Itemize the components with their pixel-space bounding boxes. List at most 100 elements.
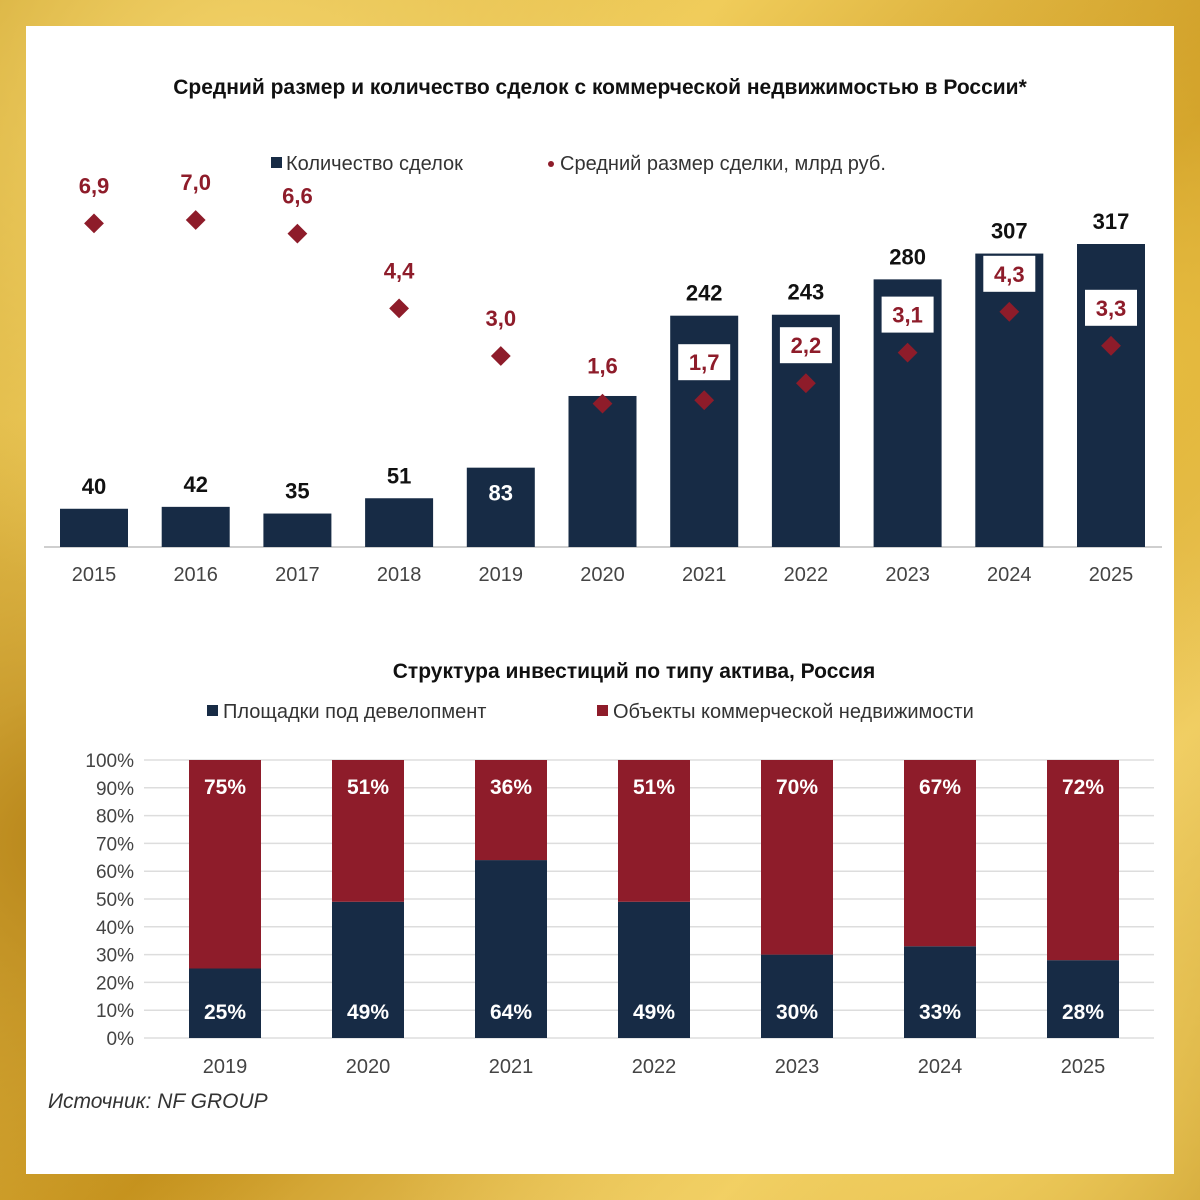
chart1-marker	[1101, 335, 1121, 356]
chart1-marker-label-bg	[678, 344, 731, 381]
chart1-marker-label: 6,9	[79, 173, 110, 198]
chart1-x-tick: 2016	[173, 564, 218, 586]
chart1-x-tick: 2025	[1089, 564, 1134, 586]
chart2-x-tick: 2019	[203, 1056, 248, 1078]
chart1-bar	[975, 253, 1044, 548]
chart2-label-dev: 28%	[1062, 1001, 1104, 1024]
chart1-bar-label: 280	[889, 244, 926, 269]
chart1-bar	[60, 508, 128, 547]
chart2-bar-obj	[475, 760, 547, 861]
chart2-y-tick: 10%	[96, 1001, 134, 1022]
chart1-bar-label: 40	[82, 474, 106, 499]
chart1-marker-label: 7,0	[180, 170, 211, 195]
chart1-x-tick: 2015	[72, 564, 117, 586]
chart1-marker-label: 2,2	[791, 333, 822, 358]
chart2-title: Структура инвестиций по типу актива, Рос…	[393, 660, 875, 683]
chart1-bar	[466, 467, 535, 547]
chart2-label-obj: 51%	[633, 776, 675, 799]
chart2-label-dev: 25%	[204, 1001, 246, 1024]
chart2-label-obj: 51%	[347, 776, 389, 799]
chart1-marker	[796, 373, 816, 394]
chart1-marker	[592, 393, 613, 414]
chart1-bar-label: 242	[686, 281, 723, 306]
chart1-marker	[897, 342, 918, 363]
infographic-card: Средний размер и количество сделок с ком…	[26, 26, 1174, 1174]
chart1-bar	[365, 498, 434, 547]
chart2-x-tick: 2025	[1061, 1056, 1106, 1078]
chart1-x-tick: 2018	[377, 564, 422, 586]
chart1-marker-label: 1,7	[689, 350, 720, 375]
chart1-marker	[287, 223, 308, 244]
source-note: Источник: NF GROUP	[48, 1090, 268, 1113]
chart1-x-tick: 2024	[987, 564, 1032, 586]
chart1-marker-label: 3,3	[1096, 296, 1127, 321]
chart2-label-dev: 64%	[490, 1001, 532, 1024]
chart1-bar	[568, 395, 637, 547]
chart2-y-tick: 40%	[96, 918, 134, 939]
chart2-legend-obj: Объекты коммерческой недвижимости	[613, 701, 974, 723]
chart1-bar-label: 243	[788, 280, 825, 305]
chart2-bar-dev	[618, 901, 690, 1038]
chart2-bar-obj	[332, 760, 404, 902]
chart1-marker	[999, 301, 1020, 322]
chart1-bar-label: 307	[991, 219, 1028, 244]
chart1-x-tick: 2020	[580, 564, 625, 586]
chart2-y-tick: 20%	[96, 973, 134, 994]
chart2-label-obj: 70%	[776, 776, 818, 799]
chart2-x-tick: 2022	[632, 1056, 677, 1078]
chart1-x-tick: 2017	[275, 564, 320, 586]
chart1-marker	[490, 346, 511, 366]
chart2-y-tick: 100%	[85, 751, 134, 772]
chart1-x-tick: 2022	[784, 564, 829, 586]
chart2-bar-dev	[189, 968, 261, 1038]
chart1-bar-label: 35	[285, 479, 309, 504]
chart2-y-tick: 50%	[96, 890, 134, 911]
chart2-bar-obj	[1047, 760, 1119, 961]
chart2-label-dev: 33%	[919, 1001, 961, 1024]
chart2-legend-swatch-dev	[207, 705, 218, 716]
chart2-bar-dev	[1047, 960, 1119, 1038]
chart1-title: Средний размер и количество сделок с ком…	[173, 76, 1027, 99]
chart1-legend-swatch-bars	[271, 157, 282, 168]
chart1-marker-label: 4,4	[384, 258, 415, 283]
chart2-label-dev: 49%	[633, 1001, 675, 1024]
chart2-x-tick: 2020	[346, 1056, 391, 1078]
chart2-bar-dev	[475, 860, 547, 1038]
chart2-legend-swatch-obj	[597, 705, 608, 716]
chart1-bar-label: 42	[183, 472, 207, 497]
chart2-y-tick: 70%	[96, 834, 134, 855]
chart1-bar-label: 51	[387, 463, 411, 488]
chart1-x-tick: 2019	[479, 564, 524, 586]
chart1-legend-swatch-markers	[548, 161, 554, 167]
chart2-label-dev: 49%	[347, 1001, 389, 1024]
chart1-marker-label: 3,0	[486, 306, 517, 331]
chart1-marker-label: 6,6	[282, 184, 313, 209]
charts-canvas: Средний размер и количество сделок с ком…	[44, 76, 1162, 1078]
chart1-bar	[161, 506, 230, 547]
chart2-bar-dev	[761, 954, 833, 1038]
chart1-marker-label: 3,1	[892, 303, 923, 328]
chart2-label-obj: 36%	[490, 776, 532, 799]
chart1-marker	[84, 213, 104, 234]
chart2-x-tick: 2024	[918, 1056, 963, 1078]
chart2-bar-dev	[332, 901, 404, 1038]
chart1-x-tick: 2021	[682, 564, 727, 586]
chart1-marker	[389, 298, 409, 319]
chart1-bar	[1077, 244, 1145, 547]
chart1-marker-label-bg	[576, 347, 629, 384]
chart2-label-obj: 67%	[919, 776, 961, 799]
chart2-label-dev: 30%	[776, 1001, 818, 1024]
chart1-legend-bars: Количество сделок	[286, 153, 463, 175]
chart2-y-tick: 60%	[96, 862, 134, 883]
chart1-marker-label: 4,3	[994, 262, 1025, 287]
chart2-y-tick: 80%	[96, 807, 134, 828]
chart1-marker	[694, 390, 715, 411]
chart1-bar-label: 83	[489, 481, 513, 506]
chart1-marker-label: 1,6	[587, 354, 618, 379]
chart2-label-obj: 72%	[1062, 776, 1104, 799]
chart2-bar-dev	[904, 946, 976, 1038]
chart2-bar-obj	[618, 760, 690, 902]
chart2-y-tick: 30%	[96, 946, 134, 967]
chart1-bar-label: 317	[1093, 209, 1130, 234]
chart1-x-tick: 2023	[885, 564, 930, 586]
